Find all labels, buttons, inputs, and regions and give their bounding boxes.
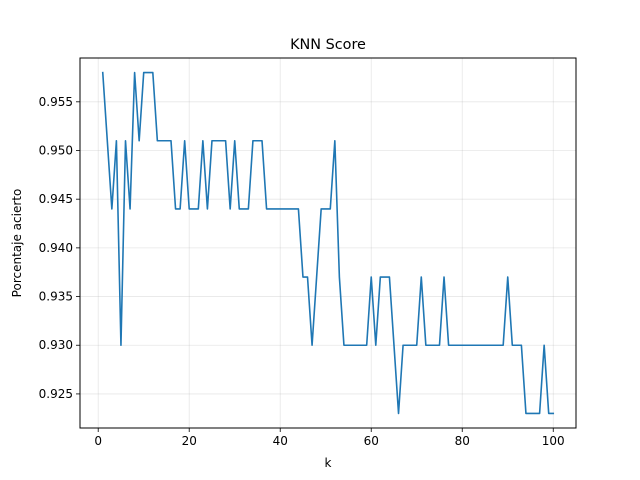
y-axis-label: Porcentaje acierto [10,189,24,298]
x-tick-label: 20 [182,434,197,448]
x-axis-label: k [325,456,332,470]
chart-title: KNN Score [290,37,366,53]
y-tick-label: 0.925 [39,387,73,401]
y-axis-ticks: 0.925 0.930 0.935 0.940 0.945 0.950 0.955 [39,95,80,401]
x-axis-ticks: 0 20 40 60 80 100 [94,428,565,448]
x-tick-label: 60 [364,434,379,448]
y-tick-label: 0.945 [39,192,73,206]
y-tick-label: 0.955 [39,95,73,109]
y-tick-label: 0.950 [39,144,73,158]
x-tick-label: 0 [94,434,102,448]
plot-area-frame [79,57,577,429]
x-tick-label: 80 [455,434,470,448]
y-tick-label: 0.930 [39,338,73,352]
grid-lines [80,58,576,428]
x-tick-label: 100 [542,434,565,448]
x-tick-label: 40 [273,434,288,448]
y-tick-label: 0.940 [39,241,73,255]
series-line-knn-score [101,71,555,415]
y-tick-label: 0.935 [39,290,73,304]
series-layer [101,71,555,415]
